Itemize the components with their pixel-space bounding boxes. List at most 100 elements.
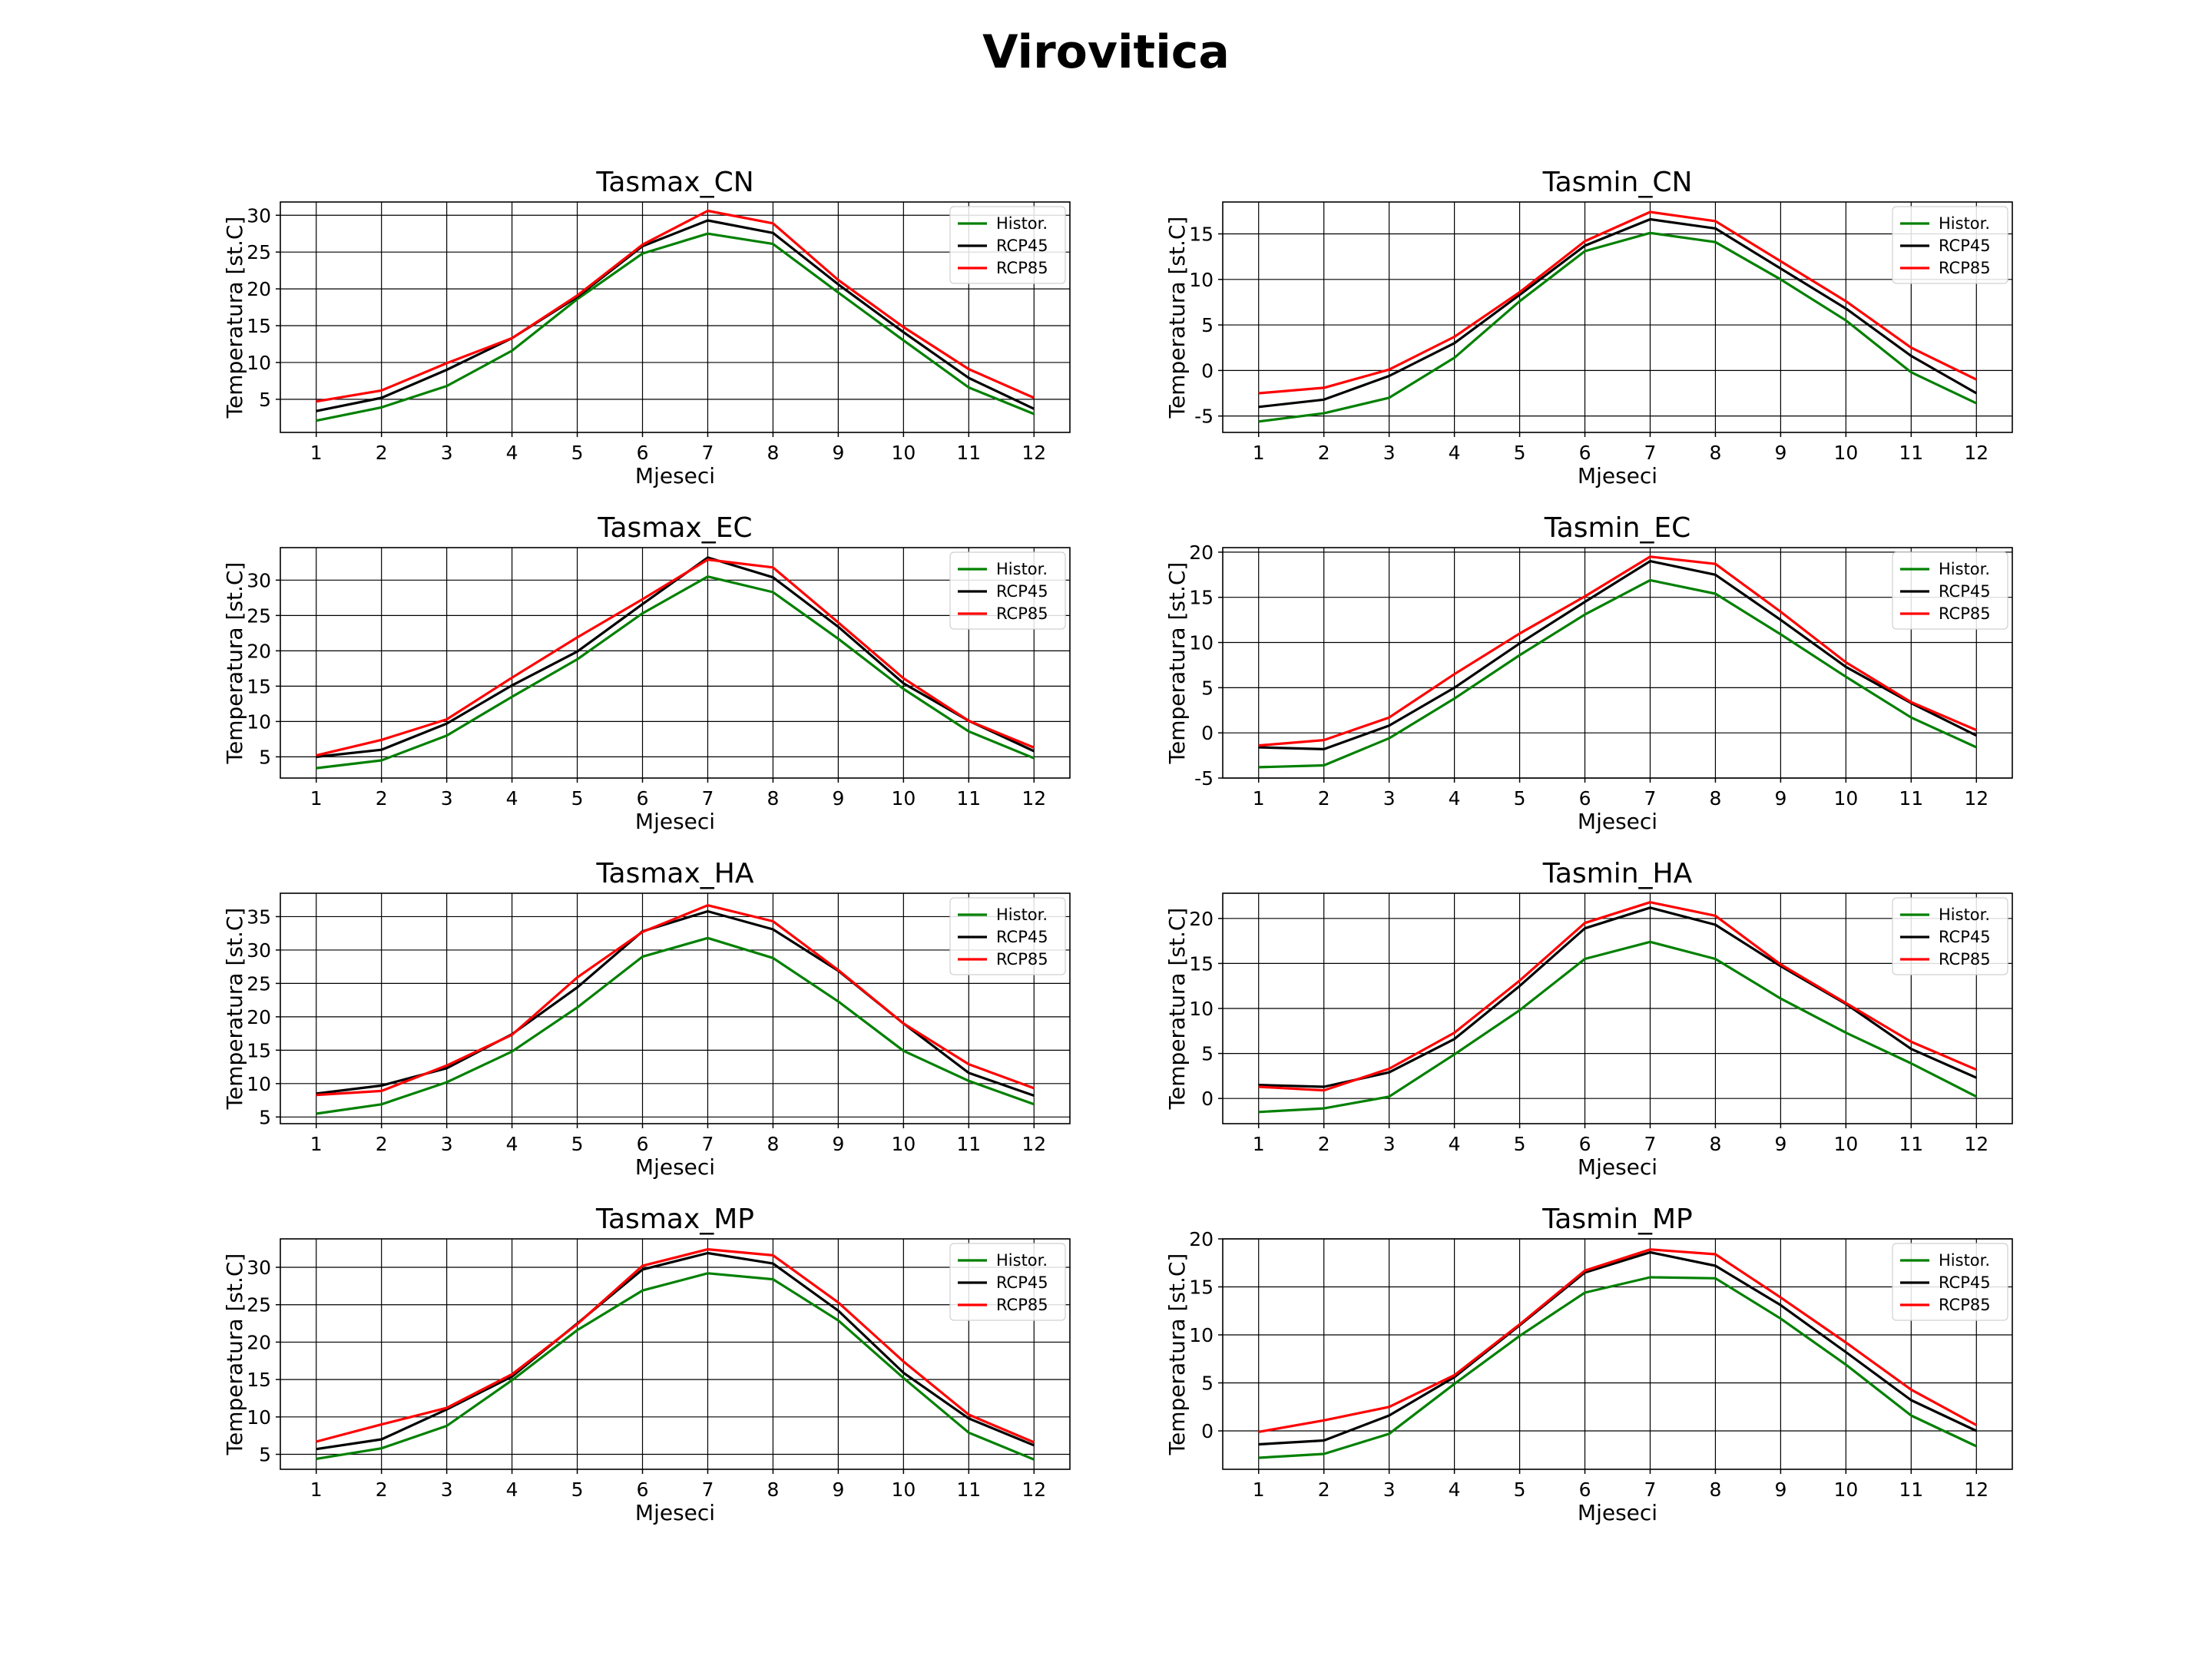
chart-title: Tasmin_CN <box>1542 167 1693 198</box>
x-tick-label: 5 <box>1514 1133 1526 1155</box>
x-tick-label: 10 <box>1833 1133 1858 1155</box>
plot-frame <box>280 201 1071 433</box>
x-axis-label: Mjeseci <box>635 463 715 488</box>
series-line-rcp85 <box>1258 901 1977 1092</box>
legend: Histor. RCP45 RCP85 <box>949 1243 1066 1321</box>
y-tick-label: 10 <box>1189 269 1214 291</box>
x-tick-label: 12 <box>1022 787 1046 810</box>
y-tick-label: 15 <box>247 675 271 697</box>
y-tick-label: 5 <box>259 389 271 411</box>
x-axis-label: Mjeseci <box>1578 463 1657 488</box>
chart-tasmax-cn: Tasmax_CN1 2 3 4 5 6 7 8 9 10 11 1251015202530Mjese… <box>222 167 1071 488</box>
plot-frame <box>1222 1238 2013 1470</box>
plot-frame <box>1222 547 2013 779</box>
y-tick-label: 20 <box>1189 1228 1214 1250</box>
x-tick-label: 8 <box>1709 787 1721 810</box>
x-tick-label: 10 <box>891 1133 916 1155</box>
x-tick-label: 1 <box>1253 1133 1265 1155</box>
x-tick-label: 4 <box>506 1479 518 1501</box>
x-tick-label: 1 <box>1253 442 1265 464</box>
y-tick-label: 20 <box>1189 541 1214 564</box>
x-tick-label: 1 <box>310 787 323 810</box>
legend-box <box>1892 206 2008 284</box>
series-line-rcp85 <box>316 904 1035 1097</box>
x-tick-label: 9 <box>832 442 844 464</box>
x-tick-label: 11 <box>956 442 981 464</box>
x-axis-label: Mjeseci <box>1578 1154 1657 1180</box>
x-tick-label: 7 <box>702 1479 714 1501</box>
y-tick-label: 5 <box>259 1106 271 1128</box>
x-axis-label: Mjeseci <box>635 1154 715 1180</box>
x-tick-label: 2 <box>1318 1479 1330 1501</box>
x-tick-label: 1 <box>1253 787 1265 810</box>
y-tick-label: 10 <box>1189 632 1214 654</box>
x-tick-label: 12 <box>1964 442 1988 464</box>
y-tick-label: 15 <box>247 1369 271 1391</box>
x-tick-label: 9 <box>832 1479 844 1501</box>
plot-frame <box>280 547 1071 779</box>
y-tick-label: 0 <box>1201 722 1214 744</box>
y-tick-label: 5 <box>1201 314 1214 336</box>
x-tick-label: 6 <box>637 442 649 464</box>
x-tick-label: 7 <box>702 1133 714 1155</box>
y-tick-label: 35 <box>247 906 271 928</box>
x-tick-label: 3 <box>441 1479 453 1501</box>
chart-title: Tasmin_MP <box>1541 1204 1693 1235</box>
x-tick-label: 2 <box>376 1133 388 1155</box>
series-line-rcp45 <box>316 219 1035 412</box>
y-tick-label: 20 <box>247 1331 271 1353</box>
y-tick-label: 10 <box>1189 998 1214 1020</box>
series-line-histor <box>1258 1276 1977 1459</box>
legend-box <box>1892 551 2008 630</box>
series-line-histor <box>1258 231 1977 423</box>
x-tick-label: 5 <box>1514 1479 1526 1501</box>
y-axis-label: Temperatura [st.C] <box>1164 562 1190 765</box>
legend: Histor. RCP45 RCP85 <box>1892 551 2008 630</box>
y-tick-label: 30 <box>247 939 271 962</box>
x-tick-label: 9 <box>1774 787 1786 810</box>
series-line-histor <box>1258 940 1978 1114</box>
x-tick-label: 12 <box>1964 787 1988 810</box>
x-tick-label: 1 <box>310 442 323 464</box>
plot-frame <box>1222 201 2013 433</box>
legend-label: Histor. <box>1939 214 1990 233</box>
x-tick-label: 2 <box>376 442 388 464</box>
x-tick-label: 2 <box>376 787 388 810</box>
y-tick-label: 15 <box>1189 587 1214 609</box>
x-axis-label: Mjeseci <box>635 809 715 834</box>
x-tick-label: 12 <box>1964 1479 1988 1501</box>
series-line-histor <box>316 232 1035 422</box>
legend-label: Histor. <box>996 214 1048 233</box>
y-tick-label: 15 <box>1189 952 1214 975</box>
x-axis-label: Mjeseci <box>1578 1500 1657 1525</box>
series-line-rcp45 <box>1258 217 1978 409</box>
x-tick-label: 5 <box>1514 787 1526 810</box>
x-tick-label: 7 <box>1644 442 1657 464</box>
x-tick-label: 2 <box>1318 1133 1330 1155</box>
x-tick-label: 8 <box>767 1479 779 1501</box>
x-tick-label: 2 <box>1318 442 1330 464</box>
x-tick-label: 11 <box>1899 1479 1923 1501</box>
legend: Histor. RCP45 RCP85 <box>949 897 1066 975</box>
x-tick-label: 3 <box>1383 442 1396 464</box>
series-line-rcp85 <box>316 209 1035 403</box>
y-axis-label: Temperatura [st.C] <box>1164 217 1190 419</box>
series-line-rcp45 <box>316 1251 1035 1451</box>
x-tick-label: 6 <box>637 787 649 810</box>
chart-tasmax-mp: Tasmax_MP1 2 3 4 5 6 7 8 9 10 11 1251015202530Mjese… <box>222 1204 1071 1525</box>
series-line-histor <box>316 936 1035 1115</box>
y-axis-label: Temperatura [st.C] <box>222 1253 247 1456</box>
y-tick-label: 10 <box>247 1406 271 1429</box>
y-tick-label: 25 <box>247 1294 271 1316</box>
legend-label: Histor. <box>996 1251 1048 1270</box>
legend-box <box>1892 1243 2008 1321</box>
y-tick-label: 20 <box>247 1006 271 1028</box>
legend-label: RCP85 <box>1939 259 1991 277</box>
x-tick-label: 6 <box>1579 1133 1591 1155</box>
legend-label: Histor. <box>1939 1251 1990 1270</box>
x-tick-label: 5 <box>571 442 584 464</box>
x-tick-label: 4 <box>1449 1479 1461 1501</box>
chart-title: Tasmin_EC <box>1544 512 1691 544</box>
x-tick-label: 4 <box>506 787 518 810</box>
y-tick-label: 0 <box>1201 1088 1214 1110</box>
